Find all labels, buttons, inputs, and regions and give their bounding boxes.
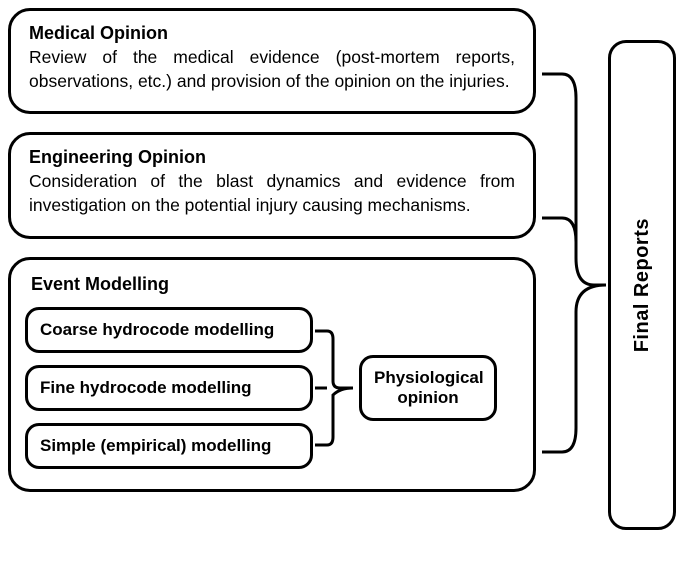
final-reports-label: Final Reports [631, 218, 654, 352]
engineering-opinion-box: Engineering Opinion Consideration of the… [8, 132, 536, 238]
outer-brace-connector [536, 8, 608, 563]
event-modelling-box: Event Modelling Coarse hydrocode modelli… [8, 257, 536, 492]
modelling-list: Coarse hydrocode modelling Fine hydrocod… [25, 307, 313, 469]
modelling-item-simple: Simple (empirical) modelling [25, 423, 313, 469]
modelling-item-coarse: Coarse hydrocode modelling [25, 307, 313, 353]
event-modelling-title: Event Modelling [31, 274, 519, 295]
medical-opinion-box: Medical Opinion Review of the medical ev… [8, 8, 536, 114]
medical-opinion-title: Medical Opinion [29, 23, 515, 44]
physiological-opinion-box: Physiological opinion [359, 355, 497, 421]
engineering-opinion-body: Consideration of the blast dynamics and … [29, 170, 515, 217]
medical-opinion-body: Review of the medical evidence (post-mor… [29, 46, 515, 93]
left-column: Medical Opinion Review of the medical ev… [8, 8, 536, 492]
event-modelling-inner: Coarse hydrocode modelling Fine hydrocod… [25, 307, 519, 469]
modelling-item-fine: Fine hydrocode modelling [25, 365, 313, 411]
engineering-opinion-title: Engineering Opinion [29, 147, 515, 168]
diagram-root: Medical Opinion Review of the medical ev… [8, 8, 677, 561]
final-reports-box: Final Reports [608, 40, 676, 530]
inner-brace-connector [313, 309, 359, 467]
